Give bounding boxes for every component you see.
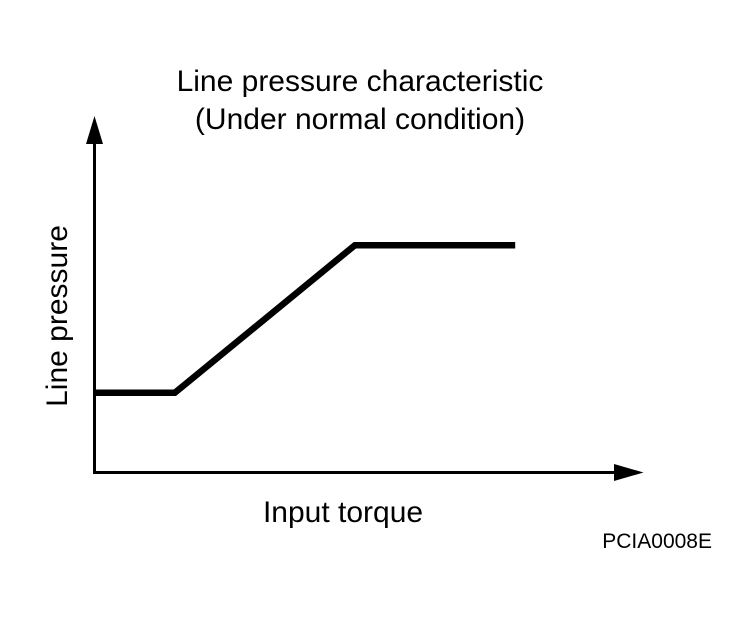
figure-code: PCIA0008E [602,530,712,553]
chart-title: Line pressure characteristic (Under norm… [158,63,562,139]
y-axis-label: Line pressure [41,225,74,407]
chart-title-line2: (Under normal condition) [194,103,526,136]
chart-title-line1: Line pressure characteristic [176,65,544,98]
x-axis-arrowhead-icon [614,464,644,481]
pressure-curve [93,241,516,397]
y-axis-arrowhead-icon [86,116,103,144]
x-axis-label: Input torque [262,496,424,529]
